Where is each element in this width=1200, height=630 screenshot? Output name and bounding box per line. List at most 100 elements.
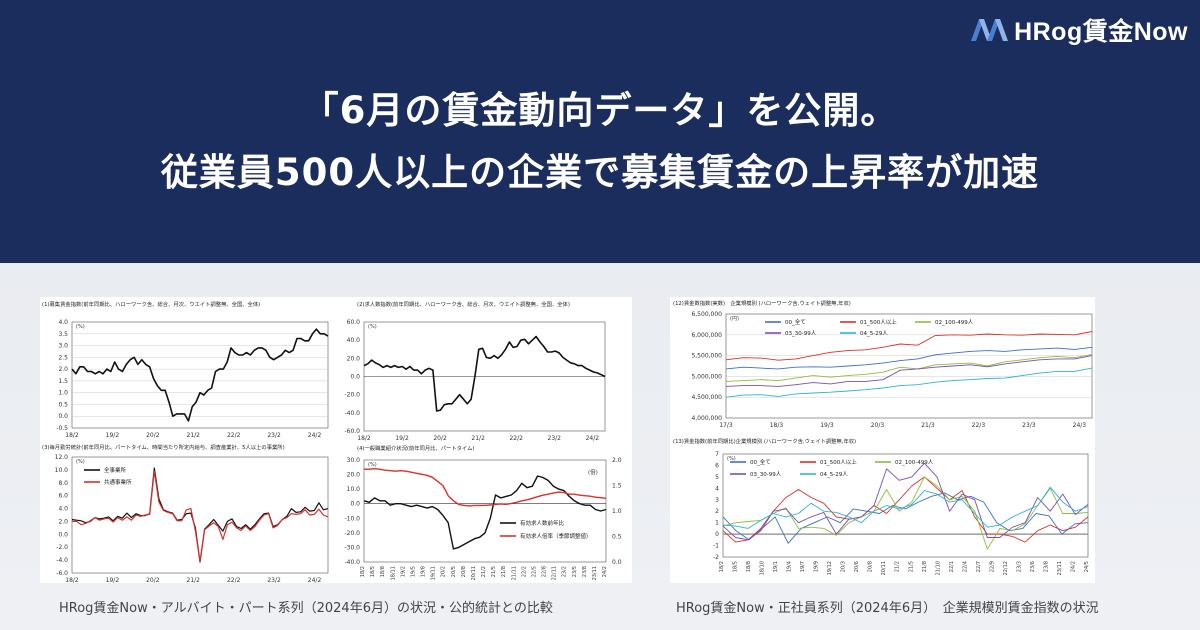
y-tick-label: 12.0 — [55, 454, 69, 461]
x-tick-label: 23/5 — [572, 566, 578, 577]
x-tick-label: 23/11 — [592, 566, 598, 580]
y-tick-label: 6.0 — [58, 493, 68, 500]
y-tick-label: -60.0 — [344, 428, 360, 435]
x-tick-label: 23/2 — [267, 577, 281, 584]
unit-label: (%) — [368, 324, 377, 330]
x-tick-label: 18/2 — [360, 566, 366, 577]
unit-label: (%) — [76, 324, 85, 330]
x-tick-label: 21/2 — [471, 435, 485, 442]
series-line-1 — [71, 328, 329, 422]
x-tick-label: 18/8 — [746, 561, 752, 572]
headline-line-2: 従業員500人以上の企業で募集賃金の上昇率が加速 — [160, 151, 1040, 194]
y-tick-label: 3.0 — [58, 343, 68, 350]
y-tick-label: 0.0 — [58, 531, 68, 538]
chart-title: (2)求人数指数(前年同期比、ハローワーク含、総合、月次、ウエイト調整無、全国、… — [357, 300, 570, 308]
x-tick-label: 20/5 — [451, 566, 457, 577]
x-tick-label: 23/2 — [267, 432, 281, 439]
x-tick-label: 19/2 — [106, 432, 120, 439]
y-tick-label: 3 — [715, 497, 719, 504]
x-tick-label: 20/11 — [881, 561, 887, 575]
y-tick-label: 0.0 — [350, 374, 360, 381]
y-tick-label: 0.0 — [58, 413, 68, 420]
x-tick-label: 18/5 — [733, 561, 739, 572]
x-tick-label: 20/3 — [871, 422, 885, 429]
chart-title: (3)毎月勤労統計(前年同月比、パートタイム、時間当たり所定内給与、調査産業計、… — [42, 443, 285, 451]
y-tick-label: 2 — [715, 508, 719, 515]
series-line-2 — [364, 468, 607, 507]
x-tick-label: 19/1 — [773, 561, 779, 572]
series-line-5 — [725, 367, 1093, 398]
y-tick-label: -20.0 — [344, 392, 360, 399]
chart-2: (2)求人数指数(前年同期比、ハローワーク含、総合、月次、ウエイト調整無、全国、… — [344, 300, 606, 442]
y-tick-label: 60.0 — [347, 319, 361, 326]
y-tick-label: -40.0 — [344, 559, 360, 566]
y-tick-label: 6,000,000 — [691, 332, 722, 339]
x-tick-label: 21/2 — [187, 432, 201, 439]
x-tick-label: 18/8 — [380, 566, 386, 577]
x-tick-label: 24/2 — [1070, 561, 1076, 572]
y-tick-label: 4 — [715, 485, 719, 492]
y-tick-label: 5,000,000 — [691, 373, 722, 380]
x-tick-label: 21/2 — [895, 561, 901, 572]
x-tick-label: 20/6 — [854, 561, 860, 572]
y-tick-label: 1.5 — [58, 378, 68, 385]
x-tick-label: 18/11 — [390, 566, 396, 580]
x-tick-label: 18/2 — [357, 435, 371, 442]
x-tick-label: 18/2 — [65, 432, 79, 439]
y-tick-label: 40.0 — [347, 337, 361, 344]
series-line-2 — [72, 470, 329, 563]
caption-left: HRog賃金Now・アルバイト・パート系列（2024年6月）の状況・公的統計との… — [59, 601, 553, 616]
x-tick-label: 23/8 — [582, 566, 588, 577]
legend-label: 有効求人倍率（季節調整値） — [520, 532, 592, 540]
x-tick-label: 23/2 — [548, 435, 562, 442]
x-tick-label: 21/2 — [187, 577, 201, 584]
y-tick-label: 1 — [715, 520, 719, 527]
y-tick-label: 2.0 — [58, 366, 68, 373]
x-tick-label: 23/2 — [562, 566, 568, 577]
y-tick-label: 5,500,000 — [691, 353, 722, 360]
x-tick-label: 22/1 — [949, 561, 955, 572]
unit-label: (円) — [730, 316, 739, 322]
plot-area — [71, 456, 329, 574]
x-tick-label: 19/9 — [814, 561, 820, 572]
y-tick-label: -0.5 — [56, 425, 68, 432]
y-tick-label: 6 — [715, 462, 719, 469]
y-tick-label: 2.0 — [58, 518, 68, 525]
x-tick-label: 23/3 — [1016, 561, 1022, 572]
y-right-tick-label: 1.5 — [612, 483, 622, 490]
y-tick-label: 0.5 — [58, 401, 68, 408]
legend-label: 00_全て — [750, 458, 771, 466]
unit-label: (%) — [727, 456, 736, 462]
x-tick-label: 22/2 — [509, 435, 523, 442]
x-tick-label: 19/2 — [395, 435, 409, 442]
legend-label: 有効求人数前年比 — [520, 519, 565, 527]
x-tick-label: 19/4 — [787, 561, 793, 572]
x-tick-label: 19/3 — [820, 422, 834, 429]
x-tick-label: 23/3 — [1022, 422, 1036, 429]
x-tick-label: 22/2 — [521, 566, 527, 577]
x-tick-label: 20/3 — [841, 561, 847, 572]
x-tick-label: 18/5 — [370, 566, 376, 577]
x-tick-label: 20/8 — [868, 561, 874, 572]
y-tick-label: 10.0 — [55, 467, 69, 474]
y-tick-label: -20.0 — [344, 530, 360, 537]
chart-6: (13)賃金指数(前年同期比)企業規模別 (ハローワーク含,ウェイト調整無,年収… — [673, 437, 1090, 575]
plot-area — [725, 313, 1093, 419]
y-tick-label: 20.0 — [347, 355, 361, 362]
x-tick-label: 19/8 — [421, 566, 427, 577]
y-tick-label: 4.0 — [58, 506, 68, 513]
x-tick-label: 19/2 — [106, 577, 120, 584]
x-tick-label: 24/2 — [308, 577, 322, 584]
y-tick-label: -40.0 — [344, 410, 360, 417]
headline-line-1: 「6月の賃金動向データ」を公開。 — [301, 89, 899, 132]
series-line-3 — [725, 353, 1093, 382]
series-line-4 — [722, 462, 1089, 541]
x-tick-label: 22/4 — [962, 561, 968, 572]
y-tick-label: -4.0 — [56, 557, 68, 564]
chart-4: (4)一般職業紹介状況(前年同月比、パートタイム) 30.0 20.0 10.0 0.0… — [344, 444, 621, 580]
chart-title: (1)募集賃金指数(前年同期比、ハローワーク含、総合、月次、ウエイト調整無、全国… — [42, 300, 260, 308]
y-right-tick-label: 0.0 — [612, 559, 622, 566]
x-tick-label: 20/2 — [433, 435, 447, 442]
chart-3: (3)毎月勤労統計(前年同月比、パートタイム、時間当たり所定内給与、調査産業計、… — [42, 443, 329, 584]
